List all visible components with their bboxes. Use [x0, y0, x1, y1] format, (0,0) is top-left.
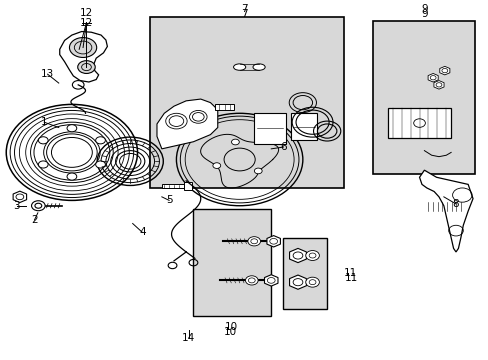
Circle shape [39, 137, 48, 144]
Bar [372, 21, 474, 174]
Circle shape [305, 277, 319, 287]
Text: 11: 11 [344, 273, 357, 283]
Text: 4: 4 [139, 228, 145, 237]
Circle shape [67, 125, 77, 132]
Text: 14: 14 [182, 333, 195, 343]
Circle shape [254, 168, 262, 174]
Bar [215, 104, 233, 110]
Polygon shape [157, 99, 217, 149]
Text: 10: 10 [224, 321, 237, 332]
Text: 12: 12 [80, 8, 93, 18]
Circle shape [35, 203, 41, 208]
Circle shape [72, 81, 84, 89]
Bar [283, 238, 326, 309]
Text: 7: 7 [241, 9, 247, 19]
Circle shape [39, 161, 48, 168]
Text: 7: 7 [241, 4, 247, 14]
Text: 2: 2 [31, 215, 38, 225]
Circle shape [78, 61, 95, 73]
Text: 5: 5 [165, 195, 172, 206]
Circle shape [231, 139, 239, 145]
Text: 9: 9 [420, 9, 427, 19]
Circle shape [96, 161, 105, 168]
Bar [162, 184, 188, 188]
Circle shape [245, 276, 258, 285]
Bar [149, 17, 344, 188]
Bar [387, 108, 450, 138]
Text: 8: 8 [452, 199, 458, 209]
Ellipse shape [252, 64, 264, 70]
Bar [254, 113, 285, 144]
Bar [290, 113, 317, 140]
Text: 6: 6 [280, 142, 286, 152]
Circle shape [212, 163, 220, 168]
Text: 13: 13 [41, 69, 54, 79]
Text: 3: 3 [14, 201, 20, 211]
Circle shape [67, 173, 77, 180]
Text: 12: 12 [80, 18, 93, 28]
Ellipse shape [233, 64, 245, 70]
Circle shape [69, 37, 97, 58]
Bar [183, 182, 192, 190]
Polygon shape [60, 32, 107, 82]
Text: 11: 11 [343, 268, 356, 278]
Circle shape [305, 251, 319, 261]
Text: 1: 1 [41, 117, 47, 127]
Circle shape [31, 201, 45, 211]
Bar [193, 209, 271, 316]
Text: 10: 10 [223, 327, 236, 337]
Circle shape [96, 137, 105, 144]
Circle shape [247, 237, 260, 246]
Polygon shape [419, 170, 472, 252]
Text: 9: 9 [420, 4, 427, 14]
